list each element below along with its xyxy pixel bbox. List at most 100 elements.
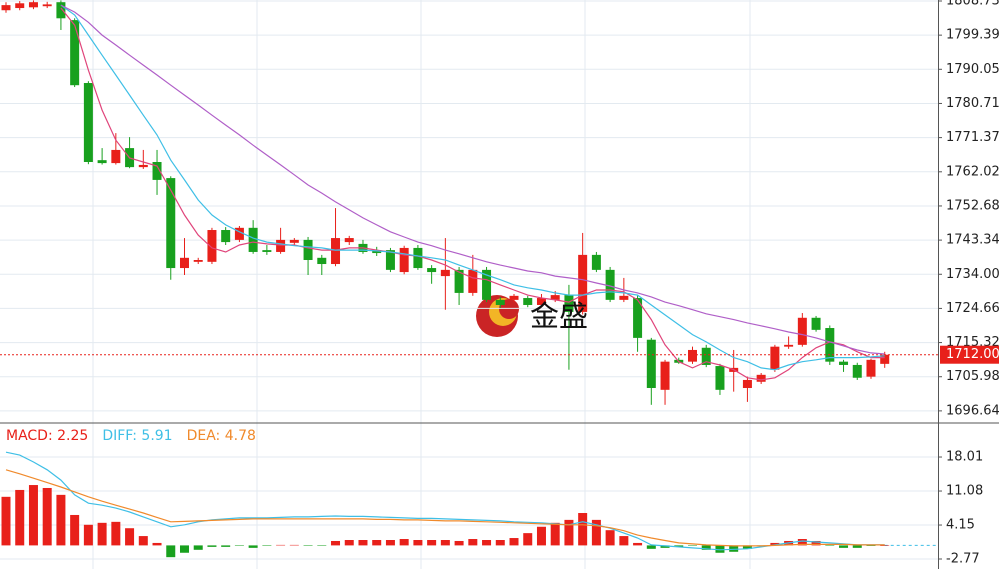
macd-bar (811, 540, 821, 546)
candle-body (509, 295, 519, 300)
candle-body (564, 295, 574, 312)
macd-bar (111, 521, 121, 546)
macd-bar (729, 545, 739, 552)
candle-body (372, 250, 382, 254)
candle-body (111, 149, 121, 164)
candle-body (331, 238, 341, 265)
macd-bar (221, 545, 231, 547)
y-tick-label: 1752.68 (946, 198, 999, 213)
candle-body (413, 247, 423, 269)
candle-body (866, 359, 876, 377)
candle-body (42, 4, 52, 7)
candle-body (138, 164, 148, 168)
y-tick-label: 1790.05 (946, 62, 999, 77)
candle-body (454, 269, 464, 293)
macd-bar (482, 540, 492, 546)
macd-bar (578, 513, 588, 546)
y-tick-label: 18.01 (946, 450, 983, 465)
macd-bar (385, 540, 395, 546)
y-tick-label: 4.15 (946, 518, 975, 533)
macd-bar (179, 545, 189, 553)
candle-body (482, 269, 492, 300)
line (60, 4, 885, 355)
candle-body (440, 269, 450, 277)
candle-body (536, 298, 546, 305)
macd-bar (591, 519, 601, 546)
candle-body (578, 254, 588, 312)
line (5, 469, 885, 547)
macd-bar (688, 545, 697, 546)
macd-bar (166, 545, 176, 558)
candle-body (317, 257, 327, 265)
macd-bar (152, 542, 162, 546)
legend-label: DEA: 4.78 (187, 428, 256, 444)
macd-bar (262, 545, 272, 546)
macd-bar (331, 540, 341, 546)
candle-body (495, 299, 505, 305)
macd-bar (523, 533, 533, 546)
macd-bar (97, 522, 107, 546)
y-tick-label: 1808.73 (946, 0, 999, 8)
macd-bar (550, 522, 560, 546)
candle-body (166, 178, 176, 269)
macd-bar (633, 542, 643, 546)
macd-bar (742, 545, 752, 549)
macd-bar (427, 540, 437, 546)
macd-bar (413, 540, 423, 546)
candle-body (523, 298, 533, 305)
y-tick-label: 1705.98 (946, 369, 999, 384)
macd-bar (193, 545, 203, 550)
candle-body (701, 347, 711, 365)
candle-body (852, 364, 862, 378)
macd-bar (770, 542, 780, 546)
candle-body (660, 361, 670, 390)
candle-body (784, 344, 794, 347)
macd-bar (674, 545, 684, 547)
macd-bar (715, 545, 725, 553)
candle-body (399, 247, 409, 273)
macd-bar (454, 540, 464, 546)
macd-bar (564, 519, 574, 546)
candle-body (619, 295, 629, 300)
macd-bar (399, 539, 409, 546)
line (60, 7, 885, 381)
candle-body (70, 20, 80, 86)
macd-bar (317, 545, 327, 546)
candle-body (303, 239, 313, 261)
macd-bar (15, 489, 25, 546)
macd-bar (646, 545, 656, 549)
candle-body (276, 239, 286, 252)
candle-body (605, 269, 615, 300)
macd-bar (372, 540, 382, 546)
y-tick-label: 1724.66 (946, 301, 999, 316)
candle-body (234, 227, 244, 240)
macd-bar (234, 545, 244, 546)
candle-body (152, 161, 162, 180)
candle-body (1, 5, 11, 11)
watermark-text: 金盛 (530, 299, 588, 333)
candle-body (289, 239, 299, 243)
macd-bar (866, 545, 876, 546)
candle-body (770, 346, 780, 370)
macd-bar (468, 539, 478, 546)
macd-bar (138, 536, 148, 546)
candle-body (179, 257, 189, 269)
y-tick-label: 1743.34 (946, 233, 999, 248)
macd-bar (56, 494, 66, 546)
y-tick-label: 1696.64 (946, 403, 999, 418)
macd-bar (605, 530, 615, 546)
macd-bar (660, 545, 670, 548)
candle-body (591, 254, 601, 270)
candle-body (797, 317, 807, 345)
last-price-box (940, 345, 999, 364)
legend-label: MACD: 2.25 (6, 428, 88, 444)
macd-bar (495, 540, 505, 546)
macd-bar (248, 545, 258, 548)
candle-body (468, 269, 478, 293)
macd-bar (207, 545, 217, 547)
macd-bar (619, 536, 629, 546)
macd-bar (344, 540, 354, 546)
macd-bar (825, 545, 835, 546)
macd-bar (509, 538, 519, 546)
